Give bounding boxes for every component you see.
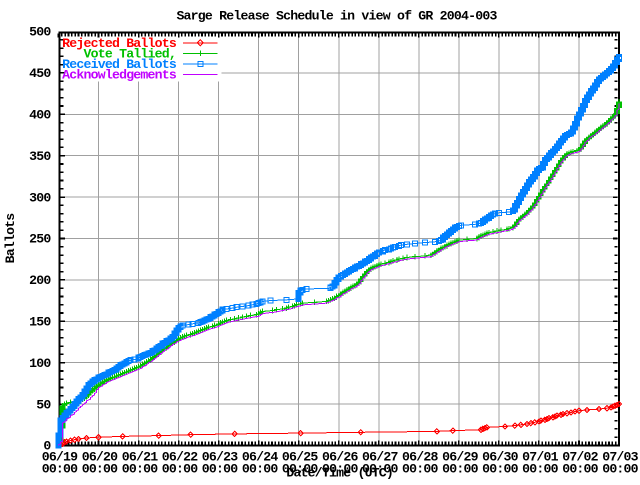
svg-text:Rejected Ballots: Rejected Ballots <box>62 36 177 51</box>
svg-text:400: 400 <box>29 108 51 123</box>
svg-text:06/21: 06/21 <box>122 450 158 465</box>
svg-text:250: 250 <box>29 232 51 247</box>
svg-text:00:00: 00:00 <box>282 462 318 477</box>
svg-text:06/23: 06/23 <box>202 450 238 465</box>
svg-text:06/25: 06/25 <box>282 450 318 465</box>
svg-text:100: 100 <box>29 356 51 371</box>
svg-text:07/01: 07/01 <box>522 450 558 465</box>
svg-text:06/27: 06/27 <box>362 450 398 465</box>
svg-text:06/19: 06/19 <box>42 450 78 465</box>
svg-text:00:00: 00:00 <box>42 462 78 477</box>
svg-text:00:00: 00:00 <box>602 462 638 477</box>
svg-text:00:00: 00:00 <box>362 462 398 477</box>
svg-text:00:00: 00:00 <box>402 462 438 477</box>
svg-text:00:00: 00:00 <box>82 462 118 477</box>
svg-text:50: 50 <box>36 397 51 412</box>
svg-text:00:00: 00:00 <box>122 462 158 477</box>
svg-text:06/26: 06/26 <box>322 450 358 465</box>
svg-text:Acknowledgements: Acknowledgements <box>62 68 177 83</box>
svg-text:450: 450 <box>29 66 51 81</box>
svg-text:Date/Time (UTC): Date/Time (UTC) <box>286 466 393 481</box>
svg-text:00:00: 00:00 <box>202 462 238 477</box>
svg-text:06/28: 06/28 <box>402 450 438 465</box>
svg-text:300: 300 <box>29 190 51 205</box>
svg-text:07/02: 07/02 <box>562 450 598 465</box>
svg-text:Sarge Release Schedule in view: Sarge Release Schedule in view of GR 200… <box>176 9 497 24</box>
svg-text:00:00: 00:00 <box>482 462 518 477</box>
svg-text:00:00: 00:00 <box>442 462 478 477</box>
svg-text:Received Ballots: Received Ballots <box>62 57 177 72</box>
svg-text:06/20: 06/20 <box>82 450 118 465</box>
svg-text:07/03: 07/03 <box>602 450 638 465</box>
svg-text:00:00: 00:00 <box>562 462 598 477</box>
svg-text:Vote Tallied,: Vote Tallied, <box>84 47 176 62</box>
svg-text:500: 500 <box>29 25 51 40</box>
svg-text:150: 150 <box>29 315 51 330</box>
svg-text:350: 350 <box>29 149 51 164</box>
svg-text:Ballots: Ballots <box>3 213 18 264</box>
svg-text:06/30: 06/30 <box>482 450 518 465</box>
svg-text:200: 200 <box>29 273 51 288</box>
svg-text:00:00: 00:00 <box>322 462 358 477</box>
svg-text:00:00: 00:00 <box>522 462 558 477</box>
svg-text:06/29: 06/29 <box>442 450 478 465</box>
svg-text:06/24: 06/24 <box>242 450 278 465</box>
svg-text:06/22: 06/22 <box>162 450 198 465</box>
svg-text:00:00: 00:00 <box>162 462 198 477</box>
svg-text:00:00: 00:00 <box>242 462 278 477</box>
svg-text:0: 0 <box>43 439 51 454</box>
